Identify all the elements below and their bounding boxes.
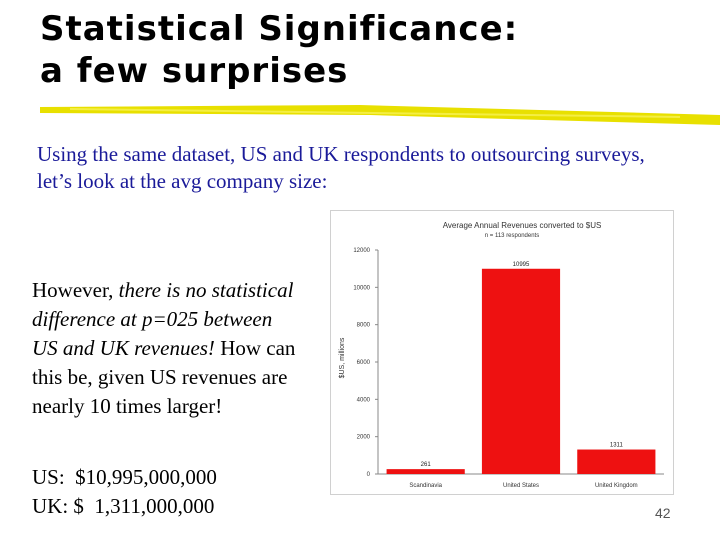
y-tick-label: 10000 xyxy=(353,285,370,291)
y-tick-label: 2000 xyxy=(357,435,371,441)
bar-data-label: 1311 xyxy=(610,443,624,449)
bar xyxy=(481,268,561,474)
page-number: 42 xyxy=(655,505,671,521)
chart-title: Average Annual Revenues converted to $US xyxy=(443,221,602,230)
bar-data-label: 261 xyxy=(421,462,432,468)
figure-us: US: $10,995,000,000 xyxy=(32,465,217,489)
intro-text: Using the same dataset, US and UK respon… xyxy=(37,142,645,193)
note-part-1: However, xyxy=(32,278,119,302)
bar xyxy=(577,449,656,474)
y-tick-label: 6000 xyxy=(357,360,371,366)
title-line-1: Statistical Significance: xyxy=(40,9,519,49)
x-tick-label: United States xyxy=(503,483,539,489)
figure-uk: UK: $ 1,311,000,000 xyxy=(32,494,215,518)
bar-data-label: 10995 xyxy=(513,262,530,268)
note-part-2: How can this be, given US revenues are n… xyxy=(32,336,296,418)
y-tick-label: 12000 xyxy=(353,248,370,254)
significance-note: However, there is no statistical differe… xyxy=(32,276,302,421)
note-emphasis: there is no statistical difference at p=… xyxy=(32,278,294,360)
title-underline xyxy=(40,105,720,125)
revenue-figures: US: $10,995,000,000 UK: $ 1,311,000,000 xyxy=(32,463,217,521)
y-axis-label: $US, millions xyxy=(339,337,346,378)
title-line-2: a few surprises xyxy=(40,51,349,91)
x-tick-label: Scandinavia xyxy=(409,483,442,489)
chart-subtitle: n = 113 respondents xyxy=(485,233,539,239)
y-tick-label: 4000 xyxy=(357,397,371,403)
y-tick-label: 0 xyxy=(367,472,371,478)
bar xyxy=(386,469,465,474)
slide-title: Statistical Significance: a few surprise… xyxy=(40,8,518,92)
bars: 261 Scandinavia 10995 United States 1311 Unit… xyxy=(386,262,656,489)
y-tick-label: 8000 xyxy=(357,323,371,329)
x-tick-label: United Kingdom xyxy=(595,483,638,489)
revenue-bar-chart: Average Annual Revenues converted to $US… xyxy=(330,210,674,495)
